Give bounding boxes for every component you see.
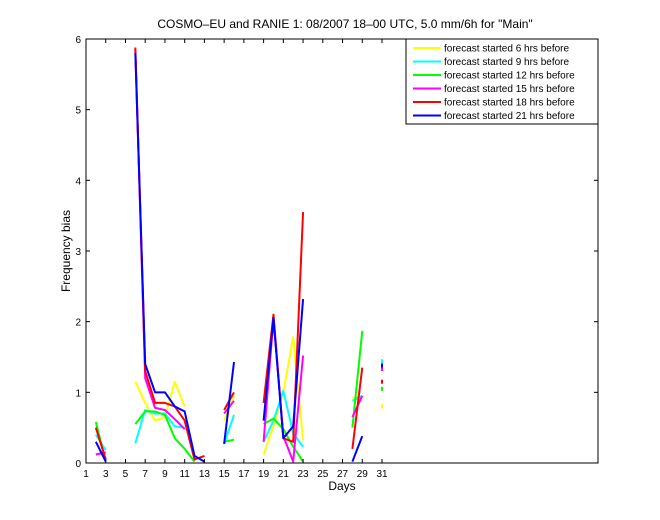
legend-item: forecast started 6 hrs before xyxy=(413,44,570,55)
x-tick-label: 21 xyxy=(278,469,290,480)
plot-area xyxy=(94,47,383,463)
series-line-segment xyxy=(134,410,196,463)
legend-label: forecast started 12 hrs before xyxy=(444,71,575,82)
series-line-segment xyxy=(262,298,305,440)
legend-label: forecast started 9 hrs before xyxy=(444,57,570,68)
series-line-segment xyxy=(351,435,364,462)
series-1 xyxy=(94,336,383,462)
y-tick-label: 3 xyxy=(75,247,81,258)
series-line-segment xyxy=(134,380,186,422)
series-line-segment xyxy=(262,389,304,448)
x-tick-label: 13 xyxy=(199,469,211,480)
series-3 xyxy=(94,330,383,463)
legend-item: forecast started 18 hrs before xyxy=(413,98,575,109)
y-tick-label: 1 xyxy=(75,388,81,399)
legend-item: forecast started 9 hrs before xyxy=(413,57,570,68)
x-tick-label: 11 xyxy=(179,469,190,480)
series-4 xyxy=(95,49,383,463)
legend-item: forecast started 15 hrs before xyxy=(413,84,575,95)
x-tick-label: 17 xyxy=(238,469,250,480)
legend-label: forecast started 15 hrs before xyxy=(444,84,575,95)
y-axis-label: Frequency bias xyxy=(59,210,73,292)
legend: forecast started 6 hrs before forecast st… xyxy=(405,38,599,125)
y-tick-label: 2 xyxy=(75,318,81,329)
y-tick-label: 0 xyxy=(75,459,81,470)
series-line-segment xyxy=(134,53,205,463)
y-tick-label: 4 xyxy=(75,176,81,187)
y-tick-label: 6 xyxy=(75,35,81,46)
series-line-segment xyxy=(134,49,186,430)
series-line-segment xyxy=(94,441,107,463)
series-line-segment xyxy=(94,427,107,460)
series-5 xyxy=(94,47,383,461)
y-tick-label: 5 xyxy=(75,106,81,117)
series-line-segment xyxy=(351,367,364,449)
x-tick-label: 15 xyxy=(219,469,231,480)
legend-box xyxy=(405,38,599,125)
series-line-segment xyxy=(223,438,235,443)
x-tick-label: 25 xyxy=(317,469,329,480)
legend-item: forecast started 12 hrs before xyxy=(413,71,575,82)
series-line-segment xyxy=(262,212,305,443)
x-tick-label: 29 xyxy=(357,469,369,480)
x-axis-label: Days xyxy=(328,479,355,493)
x-tick-label: 31 xyxy=(376,469,388,480)
series-line-segment xyxy=(351,394,363,402)
series-line-segment xyxy=(223,414,235,445)
series-line-segment xyxy=(223,361,235,445)
chart-title: COSMO–EU and RANIE 1: 08/2007 18–00 UTC,… xyxy=(157,17,532,31)
x-tick-label: 3 xyxy=(103,469,109,480)
x-tick-label: 1 xyxy=(83,469,89,480)
x-tick-label: 7 xyxy=(142,469,148,480)
series-2 xyxy=(95,359,383,451)
x-tick-label: 9 xyxy=(162,469,168,480)
x-tick-label: 27 xyxy=(337,469,349,480)
legend-item: forecast started 21 hrs before xyxy=(413,111,575,122)
series-6 xyxy=(94,53,383,463)
x-tick-label: 5 xyxy=(123,469,129,480)
x-tick-label: 19 xyxy=(258,469,270,480)
legend-label: forecast started 18 hrs before xyxy=(444,98,575,109)
legend-label: forecast started 6 hrs before xyxy=(444,44,570,55)
x-tick-label: 23 xyxy=(298,469,310,480)
legend-label: forecast started 21 hrs before xyxy=(444,111,575,122)
